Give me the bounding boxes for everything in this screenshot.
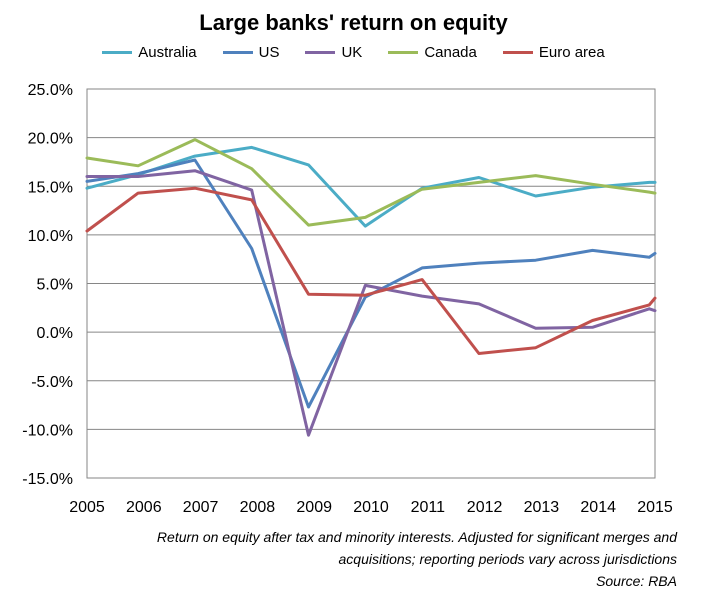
x-tick-label: 2010 xyxy=(353,499,389,516)
plot-area-border xyxy=(86,88,656,479)
x-tick-label: 2014 xyxy=(580,499,616,516)
series-line-us xyxy=(85,158,657,409)
legend-label: Australia xyxy=(138,44,197,61)
legend-swatch xyxy=(502,51,533,54)
legend-item: US xyxy=(222,44,280,61)
legend: Australia US UK Canada Euro area xyxy=(0,44,707,61)
x-tick-label: 2007 xyxy=(183,499,219,516)
x-tick-label: 2015 xyxy=(637,499,673,516)
legend-label: Canada xyxy=(424,44,477,61)
y-tick-label: -15.0% xyxy=(22,471,73,488)
y-tick-label: -5.0% xyxy=(31,374,73,391)
legend-swatch xyxy=(305,51,336,54)
series-line-canada xyxy=(85,138,657,227)
x-tick-label: 2011 xyxy=(411,499,446,516)
y-tick-label: 0.0% xyxy=(37,325,73,342)
y-tick-label: 10.0% xyxy=(28,228,73,245)
x-tick-label: 2008 xyxy=(240,499,276,516)
legend-label: US xyxy=(258,44,280,61)
source-note: Source: RBA xyxy=(596,573,677,589)
legend-swatch xyxy=(222,51,253,54)
chart-title: Large banks' return on equity xyxy=(199,10,508,35)
gridlines xyxy=(87,88,655,479)
x-tick-label: 2012 xyxy=(467,499,503,516)
legend-swatch xyxy=(102,51,133,54)
x-tick-label: 2005 xyxy=(69,499,105,516)
legend-item: UK xyxy=(305,44,362,61)
legend-label: Euro area xyxy=(538,44,605,61)
x-tick-label: 2006 xyxy=(126,499,162,516)
series-line-uk xyxy=(85,169,657,437)
y-tick-label: 25.0% xyxy=(28,82,73,99)
x-axis-tick-labels: 2005 2006 2007 2008 2009 2010 2011 2012 2013 2014… xyxy=(69,499,673,516)
y-tick-label: 15.0% xyxy=(28,179,73,196)
legend-label: UK xyxy=(341,44,363,61)
y-tick-label: -10.0% xyxy=(22,422,73,439)
footnote-line-1: Return on equity after tax and minority … xyxy=(156,529,677,545)
y-tick-label: 20.0% xyxy=(28,131,73,148)
series-line-euro-area xyxy=(85,186,657,355)
x-tick-label: 2013 xyxy=(524,499,560,516)
legend-item: Australia xyxy=(102,44,197,61)
footnote-line-2: acquisitions; reporting periods vary acr… xyxy=(338,551,677,567)
x-tick-label: 2009 xyxy=(296,499,332,516)
series-lines xyxy=(85,138,657,437)
legend-item: Euro area xyxy=(502,44,605,61)
legend-item: Canada xyxy=(388,44,477,61)
y-tick-label: 5.0% xyxy=(37,277,73,294)
legend-swatch xyxy=(388,51,419,54)
y-axis-tick-labels: 25.0% 20.0% 15.0% 10.0% 5.0% 0.0% -5.0% -10.0% -… xyxy=(22,82,73,488)
chart-footnote: Return on equity after tax and minority … xyxy=(17,526,677,592)
